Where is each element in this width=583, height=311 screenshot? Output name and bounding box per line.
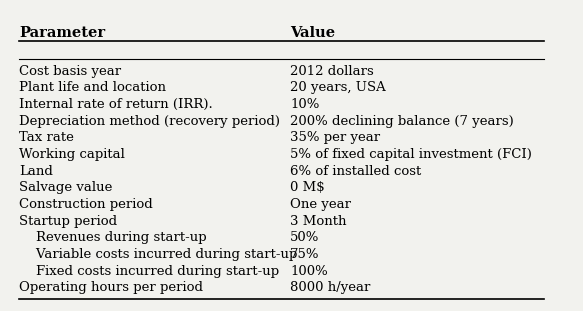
Text: 200% declining balance (7 years): 200% declining balance (7 years) (290, 115, 514, 128)
Text: Cost basis year: Cost basis year (19, 65, 121, 78)
Text: Working capital: Working capital (19, 148, 125, 161)
Text: Internal rate of return (IRR).: Internal rate of return (IRR). (19, 98, 213, 111)
Text: 8000 h/year: 8000 h/year (290, 281, 370, 294)
Text: Startup period: Startup period (19, 215, 118, 228)
Text: 5% of fixed capital investment (FCI): 5% of fixed capital investment (FCI) (290, 148, 532, 161)
Text: 2012 dollars: 2012 dollars (290, 65, 374, 78)
Text: 10%: 10% (290, 98, 319, 111)
Text: Value: Value (290, 26, 335, 40)
Text: 75%: 75% (290, 248, 319, 261)
Text: Operating hours per period: Operating hours per period (19, 281, 203, 294)
Text: 0 M$: 0 M$ (290, 181, 325, 194)
Text: 6% of installed cost: 6% of installed cost (290, 165, 422, 178)
Text: Tax rate: Tax rate (19, 131, 74, 144)
Text: Depreciation method (recovery period): Depreciation method (recovery period) (19, 115, 280, 128)
Text: Land: Land (19, 165, 53, 178)
Text: 50%: 50% (290, 231, 319, 244)
Text: Plant life and location: Plant life and location (19, 81, 166, 95)
Text: 20 years, USA: 20 years, USA (290, 81, 386, 95)
Text: Construction period: Construction period (19, 198, 153, 211)
Text: Fixed costs incurred during start-up: Fixed costs incurred during start-up (19, 265, 279, 277)
Text: Parameter: Parameter (19, 26, 106, 40)
Text: Variable costs incurred during start-up: Variable costs incurred during start-up (19, 248, 298, 261)
Text: 3 Month: 3 Month (290, 215, 346, 228)
Text: 100%: 100% (290, 265, 328, 277)
Text: One year: One year (290, 198, 351, 211)
Text: Revenues during start-up: Revenues during start-up (19, 231, 207, 244)
Text: Salvage value: Salvage value (19, 181, 113, 194)
Text: 35% per year: 35% per year (290, 131, 380, 144)
